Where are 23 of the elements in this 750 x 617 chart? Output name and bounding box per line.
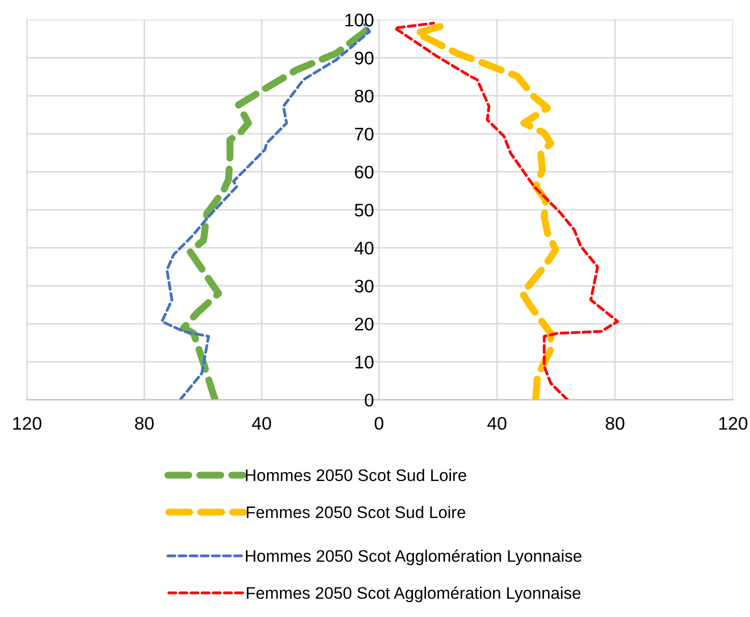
y-tick-label: 20 (354, 318, 374, 331)
y-tick-label: 0 (364, 394, 374, 407)
legend-label: Hommes 2050 Scot Agglomération Lyonnaise (246, 549, 582, 566)
x-tick-label: 40 (487, 416, 506, 430)
y-tick-label: 60 (354, 166, 374, 178)
line-series (394, 22, 620, 400)
x-tick-label: 120 (13, 416, 42, 430)
legend-label: Femmes 2050 Scot Sud Loire (246, 506, 466, 518)
y-tick-label: 30 (354, 280, 374, 293)
y-tick-label: 10 (355, 356, 374, 369)
legend-label: Hommes 2050 Scot Sud Loire (246, 468, 466, 482)
x-tick-label: 120 (719, 416, 748, 430)
y-tick-label: 70 (354, 128, 374, 140)
y-tick-label: 100 (345, 14, 374, 26)
x-tick-label: 80 (135, 416, 154, 430)
x-tick-label: 80 (606, 416, 624, 430)
x-tick-label: 40 (252, 416, 272, 430)
y-tick-label: 80 (354, 90, 374, 102)
x-tick-label: 0 (374, 416, 384, 430)
y-tick-label: 40 (354, 242, 374, 255)
y-tick-label: 50 (354, 204, 374, 216)
legend-label: Femmes 2050 Scot Agglomération Lyonnaise (246, 586, 580, 602)
y-tick-label: 90 (354, 52, 374, 64)
